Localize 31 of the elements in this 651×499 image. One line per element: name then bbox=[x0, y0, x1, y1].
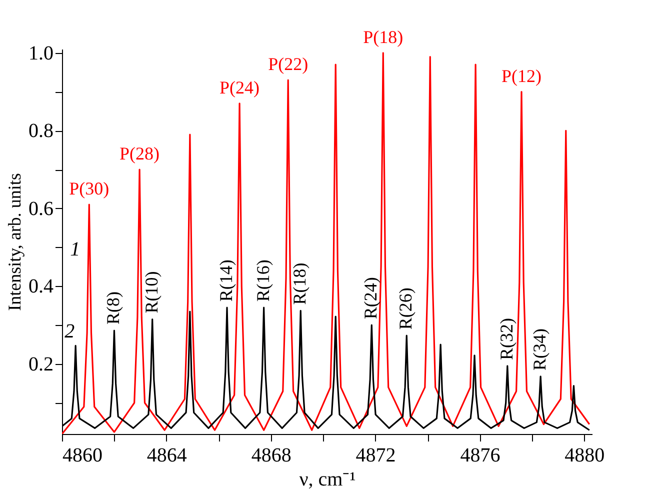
y-tick-label: 0.4 bbox=[28, 276, 54, 298]
annotation: P(12) bbox=[502, 66, 542, 86]
x-tick-label: 4880 bbox=[564, 444, 605, 466]
annotation: R(14) bbox=[216, 260, 236, 302]
y-tick-label: 1.0 bbox=[28, 42, 54, 64]
annotation: R(18) bbox=[290, 262, 310, 305]
annotation: P(22) bbox=[268, 54, 308, 74]
annotation: P(18) bbox=[363, 26, 404, 47]
annotation: R(34) bbox=[530, 328, 550, 370]
x-tick-label: 4860 bbox=[62, 444, 102, 466]
x-axis-title: ν, cm⁻¹ bbox=[299, 468, 356, 490]
series-label: 2 bbox=[64, 320, 75, 343]
y-tick-label: 0.2 bbox=[28, 354, 54, 376]
line-series bbox=[62, 52, 590, 434]
x-tick-label: 4872 bbox=[356, 444, 396, 466]
annotation: R(24) bbox=[360, 277, 381, 320]
annotation: R(8) bbox=[103, 292, 124, 325]
annotation: P(24) bbox=[220, 77, 260, 98]
annotation: P(28) bbox=[120, 144, 160, 164]
y-tick-label: 0.6 bbox=[28, 198, 54, 220]
x-tick-label: 4868 bbox=[251, 444, 292, 466]
annotation: R(16) bbox=[252, 260, 273, 302]
annotation: R(32) bbox=[496, 318, 516, 360]
series-label: 1 bbox=[70, 238, 80, 261]
y-axis-title: Intensity, arb. units bbox=[4, 173, 24, 311]
x-tick-label: 4864 bbox=[146, 444, 187, 466]
annotation: P(30) bbox=[69, 178, 110, 199]
y-tick-label: 0.8 bbox=[28, 120, 54, 142]
annotation: R(26) bbox=[396, 288, 416, 330]
annotation: R(10) bbox=[141, 271, 162, 314]
x-tick-label: 4876 bbox=[460, 444, 500, 466]
